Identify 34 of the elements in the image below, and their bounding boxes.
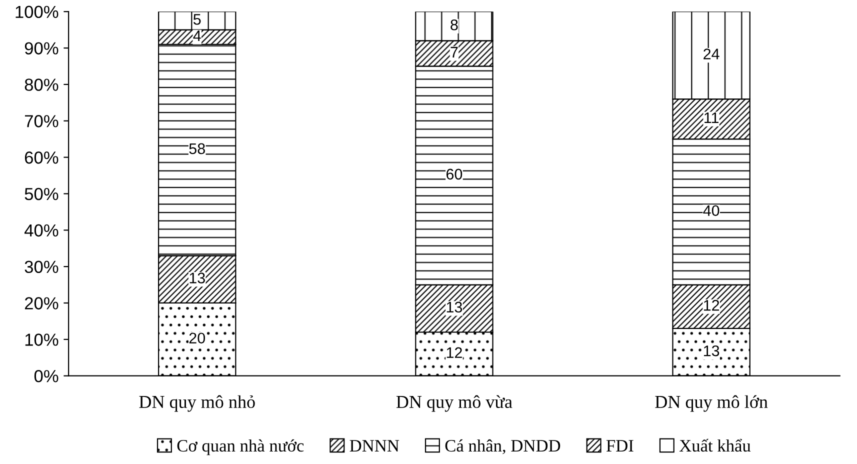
- legend-label: FDI: [606, 440, 634, 452]
- data-label: 13: [704, 345, 720, 356]
- y-tick-label: 60%: [24, 151, 58, 164]
- y-tick-label: 30%: [24, 260, 58, 274]
- data-label: 4: [193, 30, 201, 42]
- data-label: 7: [450, 46, 458, 58]
- data-label: 40: [703, 205, 720, 216]
- data-label: 60: [446, 168, 462, 180]
- data-label: 12: [704, 300, 720, 311]
- x-tick-label: DN quy mô vừa: [396, 395, 512, 412]
- legend-label: Xuất khẩu: [679, 438, 751, 452]
- data-label: 58: [189, 143, 205, 154]
- data-label: 24: [704, 48, 720, 60]
- y-tick-label: 70%: [24, 115, 58, 128]
- y-tick-label: 50%: [24, 188, 58, 200]
- y-tick-label: 40%: [24, 224, 58, 237]
- y-tick-label: 10%: [25, 334, 58, 346]
- data-label: 13: [190, 272, 205, 284]
- data-label: 5: [193, 14, 201, 25]
- legend-label: Cá nhân, DNDD: [445, 439, 560, 454]
- x-tick-label: DN quy mô lớn: [655, 395, 768, 412]
- data-label: 11: [704, 112, 718, 123]
- y-tick-label: 80%: [24, 78, 58, 91]
- y-tick-label: 20%: [24, 297, 58, 310]
- x-tick-label: DN quy mô nhỏ: [139, 395, 255, 412]
- legend-label: DNNN: [350, 440, 400, 452]
- y-tick-label: 90%: [24, 42, 58, 54]
- data-label: 13: [446, 302, 462, 313]
- legend-label: Cơ quan nhà nước: [177, 439, 304, 456]
- data-label: 12: [446, 347, 462, 358]
- y-tick-label: 100%: [16, 6, 58, 18]
- data-label: 20: [189, 332, 206, 344]
- data-label: 8: [450, 19, 458, 30]
- y-tick-label: 0%: [34, 370, 58, 382]
